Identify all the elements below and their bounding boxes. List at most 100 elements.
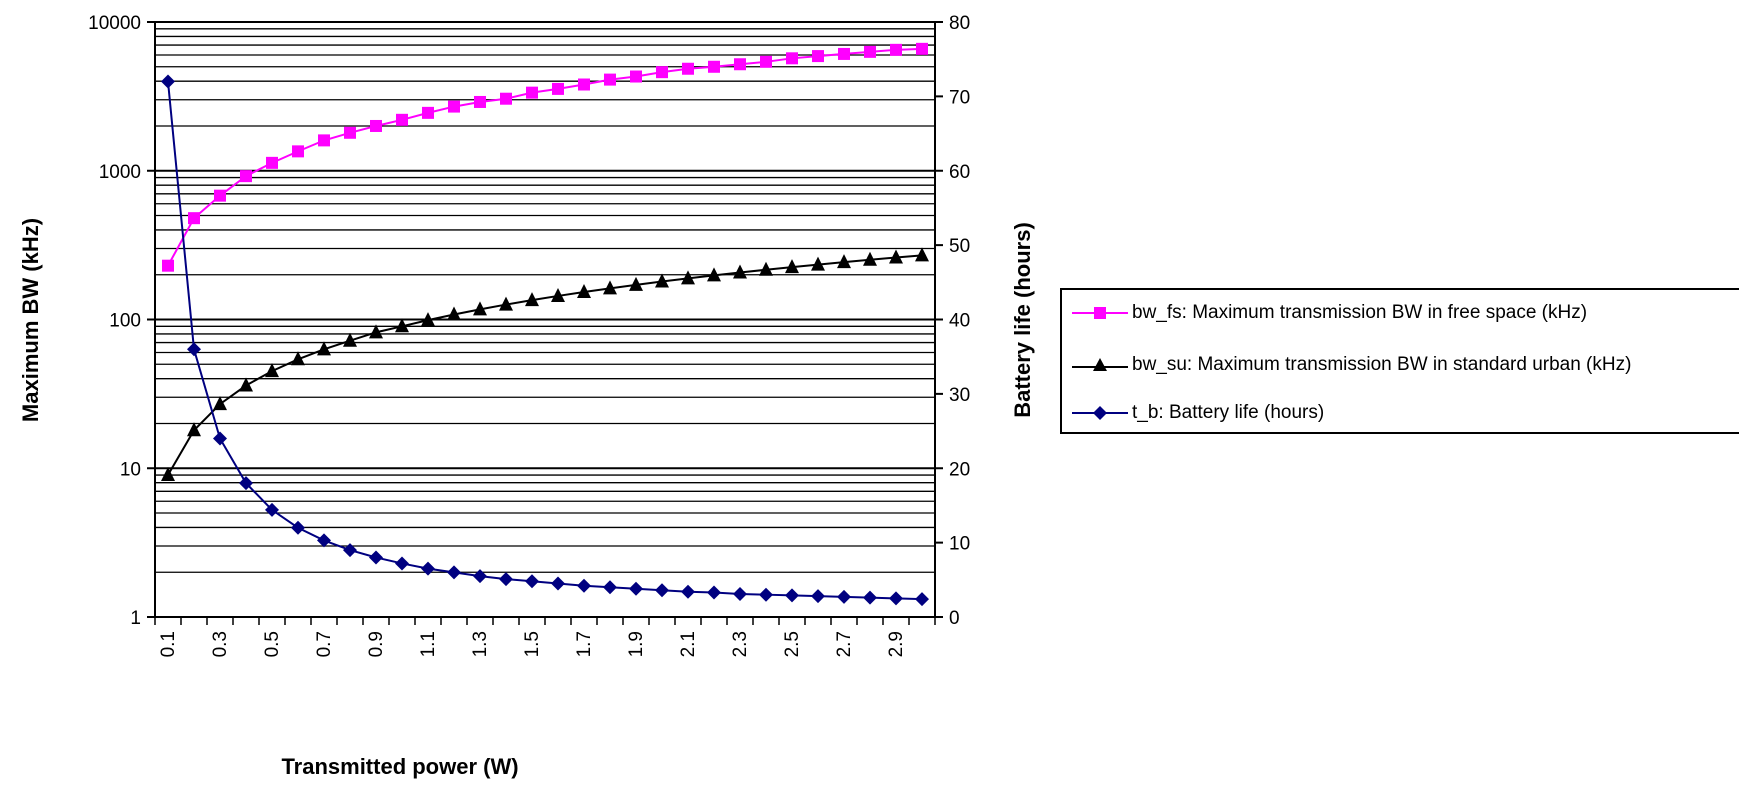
- data-point-square: [916, 43, 928, 55]
- data-point-square: [240, 170, 252, 182]
- y-left-tick-label: 100: [109, 311, 141, 332]
- y-left-tick-label: 10000: [88, 13, 141, 34]
- legend-label: bw_su: Maximum transmission BW in standa…: [1132, 350, 1739, 380]
- data-point-square: [292, 145, 304, 157]
- data-point-square: [214, 190, 226, 202]
- data-point-square: [344, 127, 356, 139]
- data-point-square: [500, 93, 512, 105]
- data-point-diamond: [317, 533, 331, 547]
- data-point-diamond: [733, 587, 747, 601]
- data-point-square: [474, 96, 486, 108]
- data-point-diamond: [551, 577, 565, 591]
- data-point-diamond: [291, 521, 305, 535]
- y-right-tick-label: 10: [949, 534, 970, 555]
- y-axis-right-title: Battery life (hours): [1010, 222, 1035, 418]
- y-right-tick-label: 40: [949, 311, 970, 332]
- x-tick-label: 1.5: [522, 631, 543, 657]
- data-point-square: [734, 58, 746, 70]
- data-point-diamond: [577, 579, 591, 593]
- data-point-square: [682, 63, 694, 75]
- data-point-diamond: [395, 556, 409, 570]
- data-point-triangle: [239, 378, 253, 392]
- x-tick-label: 2.1: [678, 631, 699, 657]
- y-right-tick-label: 20: [949, 459, 970, 480]
- series-line: [168, 255, 922, 475]
- data-point-diamond: [655, 583, 669, 597]
- data-point-square: [864, 46, 876, 58]
- x-tick-label: 2.5: [782, 631, 803, 657]
- x-tick-label: 0.7: [314, 631, 335, 657]
- y-right-tick-label: 70: [949, 87, 970, 108]
- data-point-diamond: [811, 589, 825, 603]
- data-point-square: [448, 101, 460, 113]
- y-right-tick-label: 80: [949, 13, 970, 34]
- data-point-square: [604, 74, 616, 86]
- data-point-diamond: [161, 75, 175, 89]
- legend-marker-triangle-icon: [1072, 355, 1128, 375]
- y-axis-left-title: Maximum BW (kHz): [18, 218, 43, 422]
- data-point-triangle: [915, 247, 929, 261]
- series: [161, 43, 929, 606]
- x-tick-label: 1.7: [574, 631, 595, 657]
- x-axis-title: Transmitted power (W): [281, 754, 518, 779]
- data-point-diamond: [369, 551, 383, 565]
- legend-label: t_b: Battery life (hours): [1132, 398, 1739, 428]
- data-point-triangle: [265, 363, 279, 377]
- data-point-diamond: [343, 543, 357, 557]
- y-left-tick-label: 1: [130, 608, 141, 629]
- x-tick-label: 2.9: [886, 631, 907, 657]
- data-point-diamond: [213, 432, 227, 446]
- y-left-tick-label: 1000: [99, 162, 141, 183]
- data-point-diamond: [187, 342, 201, 356]
- data-point-square: [786, 52, 798, 64]
- y-left-tick-label: 10: [120, 459, 141, 480]
- data-point-diamond: [681, 585, 695, 599]
- x-tick-label: 2.7: [834, 631, 855, 657]
- data-point-diamond: [447, 565, 461, 579]
- data-point-square: [552, 83, 564, 95]
- data-point-diamond: [499, 572, 513, 586]
- tick-labels: 1 10 100 1000 10000 0 10 20 30 40 50 60 70 80 0.1 0.3 0.…: [88, 13, 970, 657]
- y-right-tick-label: 60: [949, 162, 970, 183]
- y-right-tick-label: 50: [949, 236, 970, 257]
- data-point-square: [812, 50, 824, 62]
- data-point-square: [630, 71, 642, 83]
- data-point-diamond: [525, 574, 539, 588]
- legend: bw_fs: Maximum transmission BW in free s…: [1060, 288, 1739, 434]
- data-point-square: [162, 260, 174, 272]
- data-point-square: [370, 120, 382, 132]
- data-point-square: [526, 87, 538, 99]
- data-point-diamond: [707, 585, 721, 599]
- y-right-tick-label: 30: [949, 385, 970, 406]
- data-point-square: [578, 79, 590, 91]
- legend-marker-diamond-icon: [1072, 403, 1128, 423]
- data-point-square: [760, 56, 772, 68]
- y-right-tick-label: 0: [949, 608, 960, 629]
- data-point-diamond: [863, 591, 877, 605]
- x-tick-label: 1.1: [418, 631, 439, 657]
- x-tick-label: 0.5: [262, 631, 283, 657]
- data-point-diamond: [889, 591, 903, 605]
- legend-marker-square-icon: [1072, 303, 1128, 323]
- data-point-square: [318, 134, 330, 146]
- data-point-diamond: [629, 582, 643, 596]
- data-point-diamond: [837, 590, 851, 604]
- x-tick-label: 1.3: [470, 631, 491, 657]
- x-tick-label: 2.3: [730, 631, 751, 657]
- axes: [147, 22, 943, 625]
- data-point-square: [708, 61, 720, 73]
- data-point-diamond: [473, 569, 487, 583]
- data-point-square: [838, 48, 850, 60]
- data-point-diamond: [759, 588, 773, 602]
- data-point-square: [188, 212, 200, 224]
- data-point-diamond: [785, 588, 799, 602]
- x-tick-label: 0.3: [210, 631, 231, 657]
- x-tick-label: 0.1: [158, 631, 179, 657]
- data-point-square: [422, 107, 434, 119]
- legend-label: bw_fs: Maximum transmission BW in free s…: [1132, 298, 1739, 328]
- data-point-square: [266, 157, 278, 169]
- data-point-triangle: [213, 396, 227, 410]
- gridlines: [155, 22, 935, 617]
- x-tick-label: 1.9: [626, 631, 647, 657]
- x-tick-label: 0.9: [366, 631, 387, 657]
